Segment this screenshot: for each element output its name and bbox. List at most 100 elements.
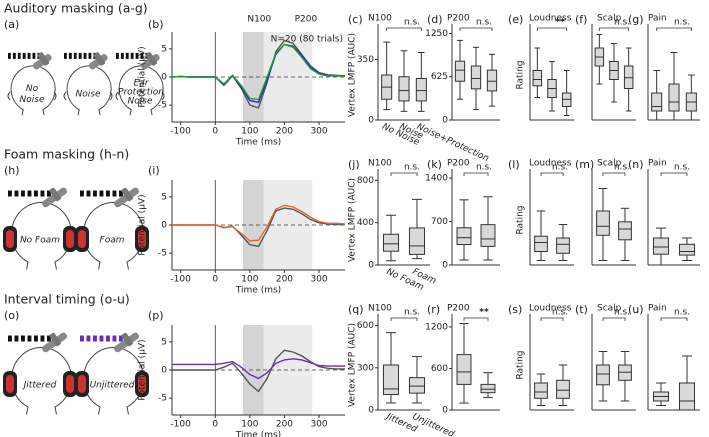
- sound-stripe: [130, 52, 134, 59]
- significance-bracket: [463, 317, 489, 321]
- panel-label: (j): [348, 158, 360, 171]
- significance-bracket: [390, 172, 418, 176]
- significance-label: n.s.: [552, 308, 568, 318]
- panel-title: N100: [368, 304, 392, 314]
- sound-stripe: [8, 335, 12, 342]
- y-tick-label: 0: [368, 261, 374, 271]
- panel-label: (c): [348, 13, 363, 26]
- x-tick-label: -100: [170, 275, 191, 285]
- y-axis-label: Vertex LMFP (AUC): [348, 33, 358, 117]
- sound-stripe: [116, 52, 119, 59]
- sound-stripe: [93, 190, 97, 197]
- sound-stripe: [34, 190, 38, 197]
- panel-label: (t): [575, 303, 588, 316]
- panel-label: (p): [148, 309, 164, 322]
- significance-bracket: [463, 172, 489, 176]
- y-tick-label: 5: [161, 337, 167, 347]
- tms-handle: [49, 187, 61, 202]
- sound-stripe: [140, 52, 144, 59]
- ear: [115, 91, 119, 101]
- box: [596, 364, 610, 386]
- box: [480, 224, 496, 247]
- ear-muff-ring: [138, 230, 146, 248]
- significance-bracket: [602, 317, 626, 321]
- panel-title: Pain: [648, 304, 667, 314]
- x-tick-label: 100: [241, 275, 258, 285]
- panel-title: Loudness: [529, 14, 572, 24]
- box: [556, 237, 570, 254]
- ear: [109, 91, 113, 101]
- y-axis-label: Vertex LMFP (AUC): [348, 323, 358, 407]
- significance-label: n.s.: [552, 163, 568, 173]
- y-tick-label: 0: [161, 366, 167, 376]
- tms-handle: [121, 332, 133, 347]
- panel-label: (h): [4, 164, 20, 177]
- sound-stripe: [14, 335, 19, 342]
- box: [596, 210, 610, 236]
- panel-label: (a): [4, 18, 19, 31]
- ear-muff-ring: [66, 375, 74, 393]
- panel-title: Scalp: [597, 304, 622, 314]
- significance-bracket: [656, 27, 692, 31]
- panel-title: Loudness: [529, 304, 572, 314]
- ear-muff-ring: [138, 375, 146, 393]
- y-tick-label: 0: [368, 116, 374, 126]
- ear-muff-ring: [66, 230, 74, 248]
- sound-stripe: [21, 335, 25, 342]
- window-label: N100: [247, 15, 271, 25]
- significance-label: n.s.: [614, 163, 630, 173]
- sound-stripe: [88, 52, 92, 59]
- significance-bracket: [390, 317, 418, 321]
- sound-stripe: [112, 335, 117, 342]
- panel-label: (m): [575, 158, 594, 171]
- sound-stripe: [27, 190, 32, 197]
- panel-title: N100: [368, 159, 392, 169]
- sound-stripe: [21, 190, 25, 197]
- tms-handle: [37, 52, 50, 66]
- significance-label: n.s.: [614, 308, 630, 318]
- x-tick-label: 0: [212, 420, 218, 430]
- significance-bracket: [536, 27, 568, 31]
- sound-stripe: [27, 335, 32, 342]
- sound-stripe: [78, 52, 82, 59]
- x-tick-label: -100: [170, 127, 191, 137]
- significance-label: n.s.: [404, 163, 420, 173]
- condition-label: Foam: [100, 236, 125, 246]
- tms-handle: [121, 187, 133, 202]
- box: [408, 377, 426, 394]
- sound-stripe: [73, 52, 77, 59]
- box: [454, 60, 466, 82]
- significance-label: **: [479, 308, 489, 318]
- panel-title: Scalp: [597, 159, 622, 169]
- y-tick-label: 0: [442, 261, 448, 271]
- significance-label: n.s.: [404, 308, 420, 318]
- sound-stripe: [112, 190, 117, 197]
- significance-label: n.s.: [674, 308, 690, 318]
- y-tick-label: 300: [357, 363, 374, 373]
- sound-stripe: [22, 52, 26, 59]
- x-tick-label: 200: [276, 127, 293, 137]
- x-tick-label: 0: [212, 275, 218, 285]
- y-tick-label: 700: [431, 217, 448, 227]
- sound-stripe: [32, 52, 36, 59]
- sound-stripe: [86, 335, 91, 342]
- sound-stripe: [8, 190, 12, 197]
- analysis-window: [242, 325, 264, 415]
- panel-label: (o): [4, 309, 19, 322]
- box: [532, 70, 543, 87]
- sound-stripe: [68, 52, 72, 59]
- box: [668, 83, 680, 112]
- y-tick-label: 0: [161, 221, 167, 231]
- y-tick-label: 600: [357, 321, 374, 331]
- sound-stripe: [47, 190, 51, 197]
- box: [470, 65, 482, 90]
- tms-handle: [93, 52, 106, 66]
- tms-handle: [49, 332, 61, 347]
- significance-bracket: [660, 172, 688, 176]
- ear: [7, 91, 11, 101]
- sound-stripe: [93, 335, 97, 342]
- panel-label: (d): [427, 13, 443, 26]
- x-tick-label: 200: [276, 275, 293, 285]
- panel-title: P200: [447, 14, 470, 24]
